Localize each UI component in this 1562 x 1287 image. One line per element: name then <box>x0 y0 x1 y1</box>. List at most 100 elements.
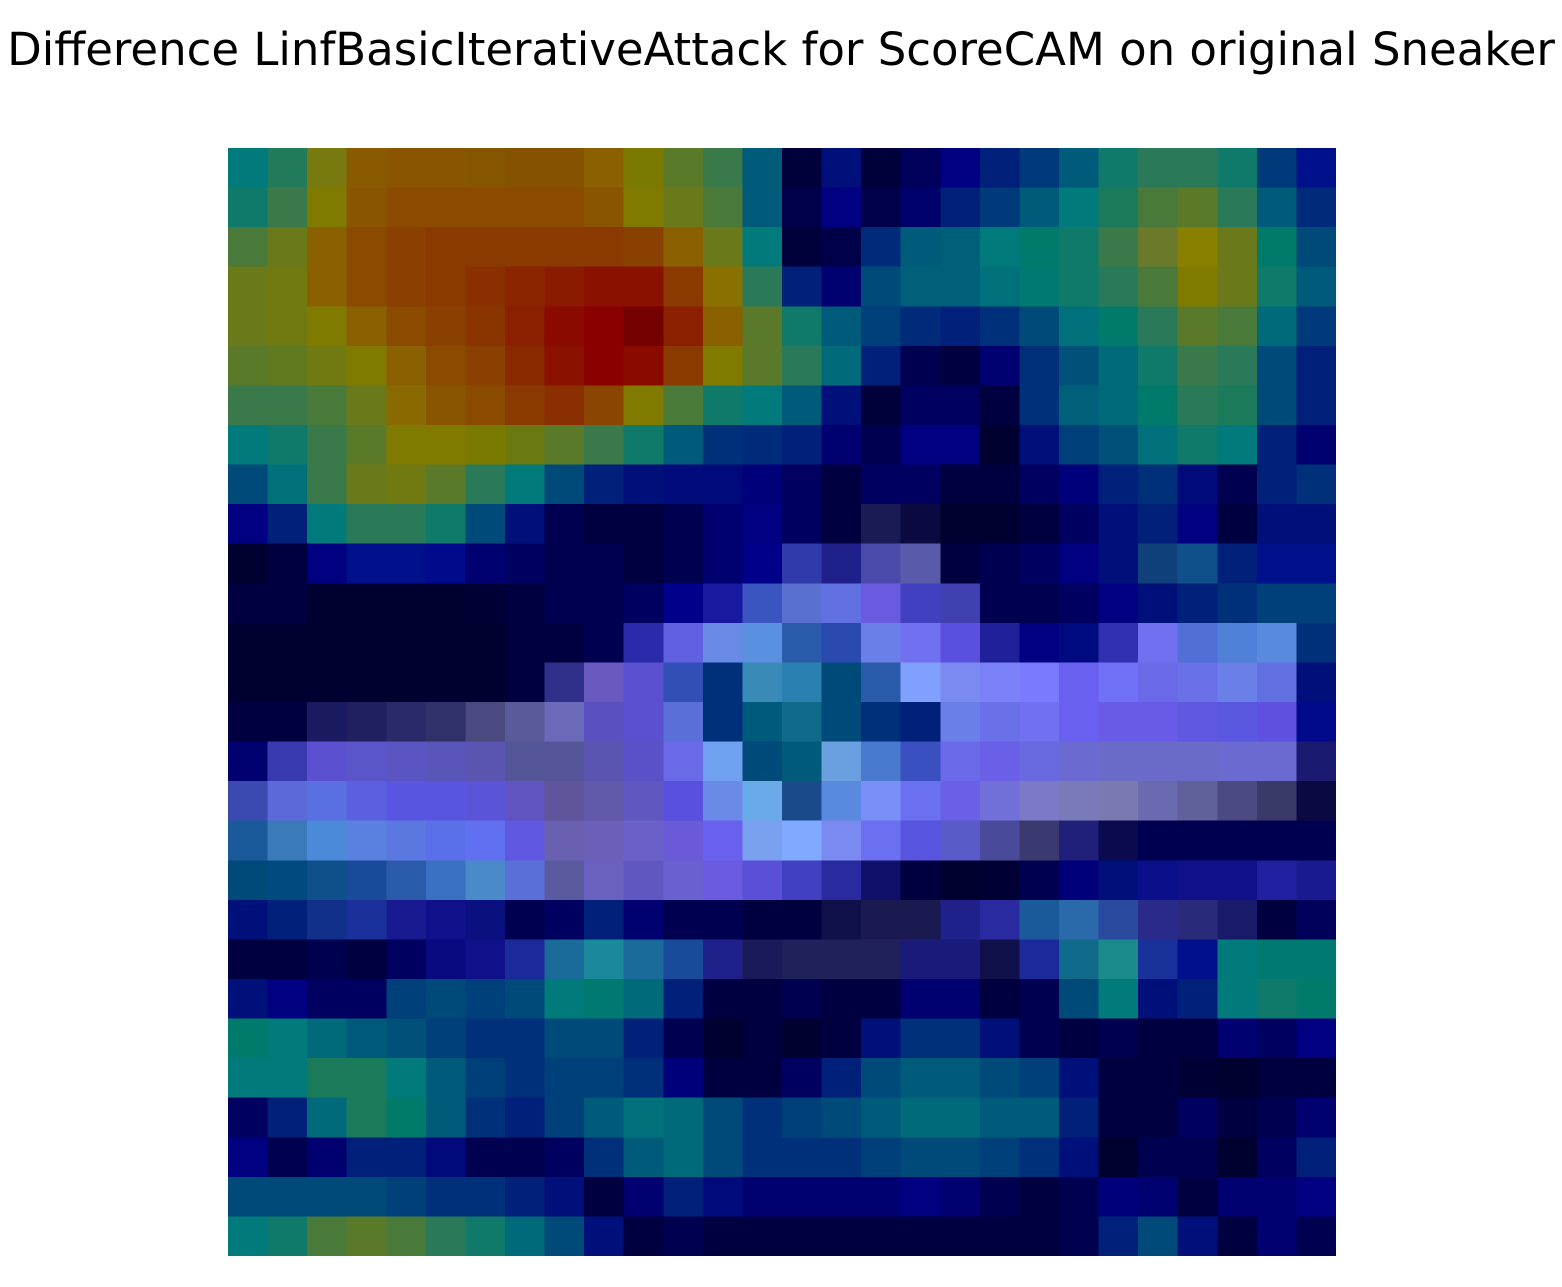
heatmap-cell <box>346 583 387 624</box>
heatmap-cell <box>386 504 427 545</box>
heatmap-cell <box>663 227 704 268</box>
heatmap-cell <box>307 622 348 663</box>
heatmap-cell <box>900 464 941 505</box>
heatmap-cell <box>267 345 308 386</box>
heatmap-cell <box>267 425 308 466</box>
heatmap-cell <box>861 662 902 703</box>
heatmap-cell <box>1138 266 1179 307</box>
heatmap-cell <box>782 266 823 307</box>
heatmap-cell <box>1256 702 1297 743</box>
heatmap-cell <box>425 266 466 307</box>
heatmap-cell <box>386 583 427 624</box>
heatmap-cell <box>940 266 981 307</box>
heatmap-cell <box>1059 702 1100 743</box>
heatmap-cell <box>1217 385 1258 426</box>
heatmap-cell <box>1217 622 1258 663</box>
heatmap-cell <box>623 385 664 426</box>
heatmap-cell <box>386 1018 427 1059</box>
heatmap-cell <box>861 306 902 347</box>
heatmap-cell <box>1256 227 1297 268</box>
heatmap-cell <box>979 266 1020 307</box>
heatmap-cell <box>1059 464 1100 505</box>
heatmap-cell <box>900 425 941 466</box>
heatmap-cell <box>940 583 981 624</box>
heatmap-cell <box>1019 781 1060 822</box>
heatmap-cell <box>979 820 1020 861</box>
heatmap-cell <box>702 148 743 189</box>
heatmap-cell <box>1296 662 1336 703</box>
heatmap-cell <box>425 1137 466 1178</box>
heatmap-cell <box>1138 662 1179 703</box>
heatmap-cell <box>940 187 981 228</box>
heatmap-cell <box>465 385 506 426</box>
heatmap-cell <box>267 1216 308 1256</box>
heatmap-cell <box>1256 1216 1297 1256</box>
heatmap-cell <box>1217 266 1258 307</box>
heatmap-cell <box>465 543 506 584</box>
heatmap-cell <box>267 860 308 901</box>
heatmap-cell <box>346 939 387 980</box>
heatmap-cell <box>346 702 387 743</box>
heatmap-cell <box>465 781 506 822</box>
heatmap-cell <box>307 345 348 386</box>
heatmap-cell <box>1217 504 1258 545</box>
heatmap-cell <box>1098 385 1139 426</box>
heatmap-cell <box>1019 820 1060 861</box>
heatmap-cell <box>425 227 466 268</box>
heatmap-cell <box>702 227 743 268</box>
heatmap-cell <box>1177 385 1218 426</box>
heatmap-cell <box>742 306 783 347</box>
heatmap-cell <box>623 860 664 901</box>
heatmap-cell <box>623 662 664 703</box>
heatmap-cell <box>1256 939 1297 980</box>
heatmap-cell <box>1177 741 1218 782</box>
heatmap-cell <box>307 306 348 347</box>
heatmap-cell <box>307 820 348 861</box>
heatmap-cell <box>821 266 862 307</box>
heatmap-cell <box>821 939 862 980</box>
heatmap-cell <box>979 1018 1020 1059</box>
heatmap-cell <box>544 345 585 386</box>
heatmap-cell <box>623 266 664 307</box>
heatmap-cell <box>1217 1097 1258 1138</box>
heatmap-cell <box>505 148 546 189</box>
heatmap-cell <box>346 1058 387 1099</box>
heatmap-cell <box>1019 860 1060 901</box>
heatmap-cell <box>228 583 269 624</box>
heatmap-cell <box>267 306 308 347</box>
heatmap-cell <box>782 1018 823 1059</box>
heatmap-cell <box>228 1018 269 1059</box>
heatmap-cell <box>584 148 625 189</box>
heatmap-cell <box>940 741 981 782</box>
heatmap-cell <box>979 583 1020 624</box>
heatmap-cell <box>861 187 902 228</box>
heatmap-cell <box>1177 702 1218 743</box>
heatmap-cell <box>979 939 1020 980</box>
heatmap-cell <box>1098 266 1139 307</box>
heatmap-cell <box>782 583 823 624</box>
heatmap-cell <box>1059 781 1100 822</box>
heatmap-cell <box>425 464 466 505</box>
heatmap-cell <box>1019 662 1060 703</box>
heatmap-cell <box>544 1018 585 1059</box>
heatmap-cell <box>782 543 823 584</box>
heatmap-cell <box>702 622 743 663</box>
heatmap-cell <box>544 187 585 228</box>
heatmap-cell <box>1059 504 1100 545</box>
heatmap-cell <box>1296 939 1336 980</box>
heatmap-cell <box>386 543 427 584</box>
heatmap-cell <box>1019 1097 1060 1138</box>
heatmap-cell <box>1138 187 1179 228</box>
heatmap-cell <box>623 345 664 386</box>
heatmap-cell <box>1256 148 1297 189</box>
heatmap-cell <box>742 1176 783 1217</box>
heatmap-cell <box>1098 781 1139 822</box>
heatmap-cell <box>1256 1176 1297 1217</box>
heatmap-cell <box>979 464 1020 505</box>
heatmap-cell <box>861 583 902 624</box>
heatmap-cell <box>623 979 664 1020</box>
heatmap-cell <box>702 741 743 782</box>
heatmap-cell <box>782 662 823 703</box>
heatmap-cell <box>940 1137 981 1178</box>
heatmap-cell <box>465 266 506 307</box>
